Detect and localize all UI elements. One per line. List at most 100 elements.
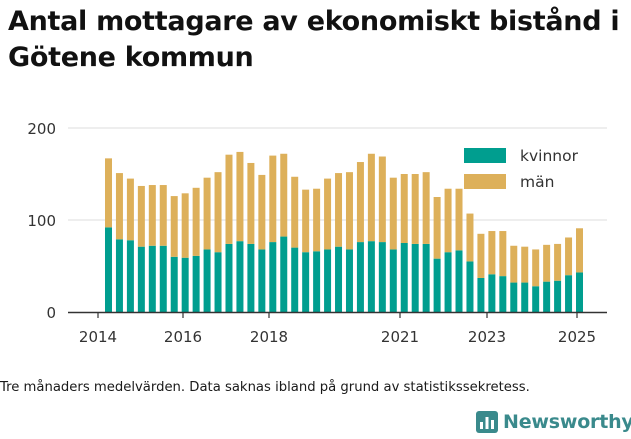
bar-kvinnor (302, 252, 310, 312)
legend-swatch (464, 174, 506, 189)
bar-kvinnor (521, 282, 529, 312)
stacked-bar-chart: 0 100 200 2014 2016 2018 2021 2023 2025 kvinnor… (27, 120, 607, 346)
bar-kvinnor (203, 249, 211, 312)
bar-kvinnor (554, 280, 562, 312)
bar-kvinnor (126, 240, 134, 312)
bar-man (115, 173, 123, 240)
bar-kvinnor (148, 245, 156, 312)
x-tick-label: 2014 (79, 328, 117, 346)
x-tick-label: 2016 (164, 328, 202, 346)
x-tick-label: 2021 (381, 328, 419, 346)
bar-kvinnor (576, 272, 583, 312)
bar-kvinnor (378, 242, 386, 312)
bar-man (400, 174, 408, 243)
bar-kvinnor (324, 249, 332, 312)
bar-man (148, 185, 156, 246)
bar-man (455, 188, 463, 251)
bar-man (236, 151, 244, 242)
bar-man (411, 174, 419, 244)
bar-man (499, 231, 507, 277)
bar-man (576, 228, 583, 273)
bar-man (126, 178, 134, 241)
bar-kvinnor (115, 239, 123, 312)
bar-kvinnor (335, 246, 343, 312)
bar-kvinnor (170, 256, 178, 312)
bar-kvinnor (269, 242, 277, 312)
legend-swatch (464, 148, 506, 163)
bar-man (378, 156, 386, 243)
bar-man (170, 196, 178, 257)
bar-kvinnor (499, 276, 507, 312)
bar-man (192, 187, 200, 256)
bar-man (532, 249, 540, 287)
bar-kvinnor (313, 251, 321, 312)
bar-kvinnor (181, 257, 189, 312)
bar-kvinnor (400, 243, 408, 312)
x-tick-label: 2018 (250, 328, 288, 346)
bar-man (422, 172, 430, 244)
chart-title: Antal mottagare av ekonomiskt bistånd i … (8, 6, 620, 73)
bar-man (433, 197, 441, 259)
bar-man (510, 245, 518, 283)
bar-man (543, 244, 551, 282)
bar-man (335, 173, 343, 247)
bar-kvinnor (345, 249, 353, 312)
legend-label: män (520, 173, 554, 191)
y-axis-labels: 0 100 200 (27, 120, 56, 322)
bar-man (137, 185, 145, 247)
bar-kvinnor (225, 243, 233, 312)
bar-man (477, 233, 485, 278)
bar-kvinnor (389, 249, 397, 312)
bar-kvinnor (291, 247, 299, 312)
bar-man (324, 178, 332, 250)
bar-kvinnor (532, 286, 540, 312)
bar-man (444, 188, 452, 253)
bar-man (203, 177, 211, 250)
bar-man (565, 237, 573, 276)
bar-man (105, 158, 112, 228)
bar-man (214, 172, 222, 253)
legend-label: kvinnor (520, 147, 579, 165)
bar-man (488, 231, 496, 275)
y-tick-label: 100 (27, 212, 56, 230)
bar-man (291, 176, 299, 248)
bar-man (367, 153, 375, 242)
bar-man (554, 243, 562, 281)
x-tick-label: 2025 (558, 328, 596, 346)
bar-chart-logo-icon (476, 411, 498, 433)
x-tick-label: 2023 (468, 328, 506, 346)
bars (105, 151, 583, 312)
bar-man (181, 193, 189, 258)
bar-kvinnor (105, 227, 112, 312)
bar-kvinnor (565, 275, 573, 312)
bar-kvinnor (466, 261, 474, 312)
bar-man (389, 177, 397, 250)
bar-kvinnor (477, 277, 485, 312)
y-tick-label: 200 (27, 120, 56, 138)
x-axis: 2014 2016 2018 2021 2023 2025 (68, 311, 607, 346)
bar-kvinnor (433, 258, 441, 312)
bar-kvinnor (411, 243, 419, 312)
bar-kvinnor (159, 245, 167, 312)
footnote: Tre månaders medelvärden. Data saknas ib… (0, 380, 530, 395)
bar-kvinnor (488, 274, 496, 312)
newsworthy-brand[interactable]: Newsworthy (476, 408, 631, 436)
bar-man (356, 162, 364, 243)
legend: kvinnor män (464, 147, 579, 191)
bar-man (269, 155, 277, 243)
bar-kvinnor (510, 282, 518, 312)
bar-kvinnor (192, 255, 200, 312)
bar-kvinnor (543, 281, 551, 312)
y-tick-label: 0 (46, 304, 56, 322)
bar-man (521, 246, 529, 283)
bar-kvinnor (422, 243, 430, 312)
bar-man (313, 188, 321, 252)
bar-kvinnor (280, 236, 288, 312)
bar-man (345, 172, 353, 250)
bar-kvinnor (367, 241, 375, 312)
bar-kvinnor (236, 241, 244, 312)
bar-man (159, 185, 167, 246)
bar-kvinnor (137, 246, 145, 312)
bar-man (280, 153, 288, 237)
bar-man (225, 154, 233, 244)
